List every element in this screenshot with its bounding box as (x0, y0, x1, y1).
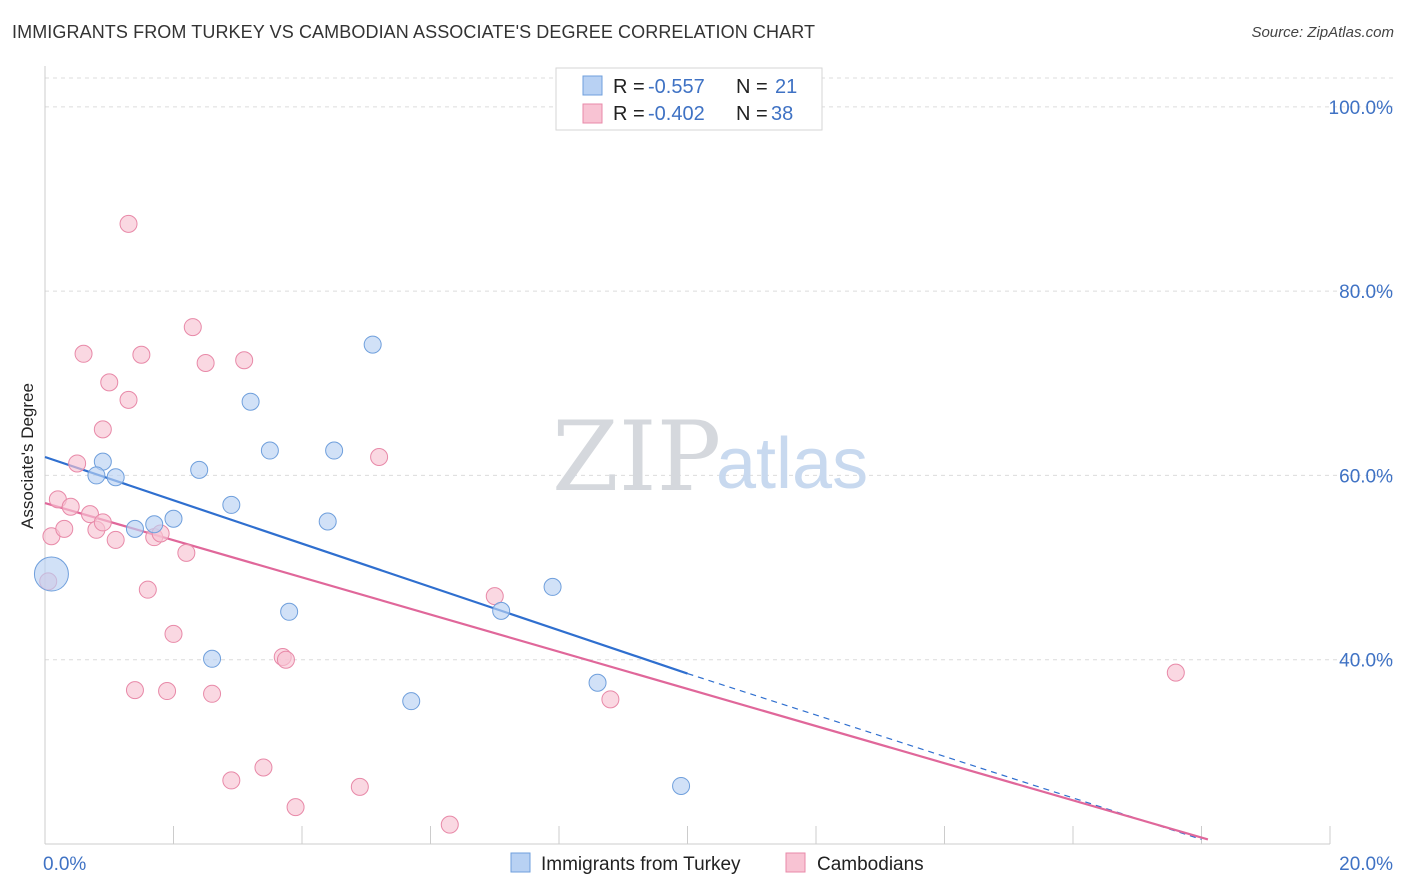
y-tick-label: 80.0% (1339, 282, 1393, 303)
data-point-turkey (106, 468, 125, 487)
data-point-turkey (543, 577, 562, 596)
data-point-turkey (363, 335, 382, 354)
data-point-cambodian (68, 454, 87, 473)
data-point-turkey (241, 392, 260, 411)
data-point-cambodian (350, 777, 369, 796)
data-point-cambodian (125, 681, 144, 700)
data-point-turkey (318, 512, 337, 531)
legend-swatch-turkey (582, 75, 603, 96)
tick-labels: 40.0% 60.0% 80.0% 100.0% 0.0% 20.0% (43, 98, 1393, 875)
data-point-cambodian (55, 519, 74, 538)
data-point-cambodian (177, 543, 196, 562)
legend-r-label-turkey: R = (613, 76, 645, 98)
chart-source: Source: ZipAtlas.com (1251, 24, 1394, 41)
data-point-cambodian (119, 214, 138, 233)
data-point-turkey (125, 519, 144, 538)
y-tick-label: 40.0% (1339, 651, 1393, 672)
data-point-cambodian (106, 530, 125, 549)
data-point-turkey (280, 602, 299, 621)
series-legend: Immigrants from Turkey Cambodians (510, 852, 924, 875)
data-point-turkey (164, 509, 183, 528)
trend-line-cambodian (44, 502, 1209, 841)
legend-swatch-cambodian (582, 103, 603, 124)
legend-r-value-cambodian: -0.402 (648, 103, 705, 125)
data-point-turkey (145, 515, 164, 534)
data-point-cambodian (1166, 663, 1185, 682)
y-tick-label: 60.0% (1339, 466, 1393, 487)
data-point-cambodian (440, 815, 459, 834)
legend-n-label-turkey: N = (736, 76, 768, 98)
series-legend-label-cambodian: Cambodians (817, 854, 924, 875)
series-legend-swatch-cambodian (785, 852, 806, 873)
data-point-cambodian (132, 345, 151, 364)
data-point-turkey (203, 649, 222, 668)
watermark-atlas: atlas (716, 424, 868, 504)
data-point-turkey (33, 556, 69, 592)
trend-lines (44, 455, 1209, 841)
data-point-cambodian (196, 354, 215, 373)
data-point-cambodian (254, 758, 273, 777)
data-point-turkey (260, 441, 279, 460)
data-point-cambodian (80, 505, 99, 524)
legend-n-value-turkey: 21 (775, 76, 797, 98)
data-point-cambodian (286, 798, 305, 817)
data-point-turkey (190, 460, 209, 479)
data-point-turkey (325, 441, 344, 460)
data-point-cambodian (222, 771, 241, 790)
legend-n-label-cambodian: N = (736, 103, 768, 125)
chart-title: IMMIGRANTS FROM TURKEY VS CAMBODIAN ASSO… (12, 22, 816, 42)
data-point-cambodian (370, 448, 389, 466)
data-point-cambodian (61, 497, 80, 516)
data-point-cambodian (93, 513, 112, 532)
watermark-zip: ZIP (552, 401, 721, 513)
data-point-turkey (672, 776, 691, 795)
data-point-cambodian (276, 650, 295, 669)
x-tick-label: 0.0% (43, 854, 86, 875)
y-axis-label: Associate's Degree (18, 383, 37, 529)
data-point-cambodian (119, 390, 138, 409)
data-point-cambodian (235, 351, 254, 370)
correlation-legend: R = -0.557 N = 21 R = -0.402 N = 38 (555, 67, 823, 131)
data-points (33, 214, 1185, 834)
data-point-turkey (222, 495, 241, 514)
grid-lines (45, 77, 1395, 661)
data-point-turkey (492, 601, 511, 620)
data-point-cambodian (203, 684, 222, 703)
data-point-cambodian (74, 344, 93, 363)
legend-n-value-cambodian: 38 (771, 103, 793, 125)
data-point-turkey (402, 692, 421, 711)
trend-line-turkey-extension (687, 672, 1202, 840)
data-point-cambodian (138, 580, 157, 599)
data-point-turkey (588, 673, 607, 692)
legend-r-value-turkey: -0.557 (648, 76, 705, 98)
legend-r-label-cambodian: R = (613, 103, 645, 125)
data-point-cambodian (601, 690, 620, 709)
data-point-cambodian (183, 318, 202, 337)
series-legend-swatch-turkey (510, 852, 531, 873)
y-tick-label: 100.0% (1329, 98, 1394, 119)
data-point-cambodian (100, 373, 119, 392)
watermark: ZIP atlas (552, 401, 868, 513)
axes (44, 66, 1331, 845)
series-legend-label-turkey: Immigrants from Turkey (541, 854, 741, 875)
trend-line-turkey (44, 455, 688, 675)
data-point-cambodian (164, 624, 183, 643)
data-point-cambodian (158, 682, 177, 701)
x-tick-label: 20.0% (1339, 854, 1393, 875)
data-point-turkey (87, 466, 106, 485)
data-point-cambodian (93, 420, 112, 439)
